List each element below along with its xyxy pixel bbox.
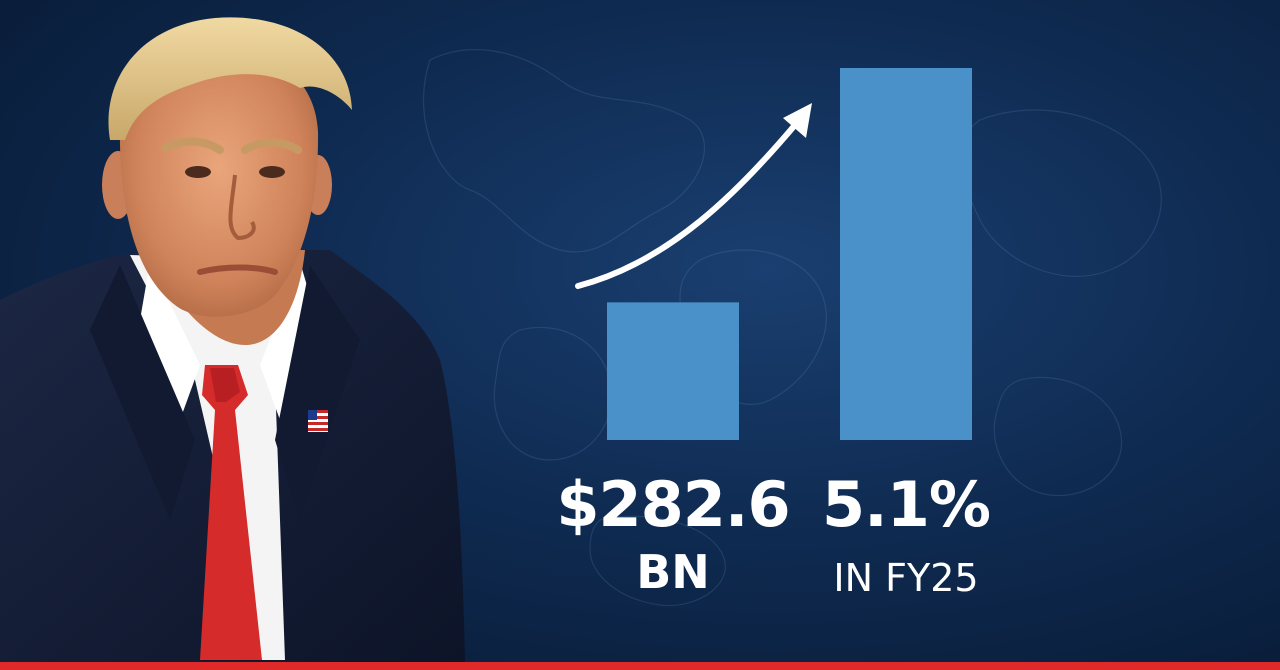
bar-2-sub-label: IN FY25 — [833, 556, 979, 600]
person-portrait — [0, 17, 465, 662]
bottom-accent-bar — [0, 662, 1280, 670]
bar-2 — [840, 68, 972, 440]
bar-1-sub-label: BN — [636, 545, 710, 599]
bar-1-value-label: $282.6 — [556, 468, 790, 541]
bar-1 — [607, 302, 739, 440]
bar-2-value-label: 5.1% — [822, 468, 991, 541]
us-flag-pin-icon — [308, 410, 328, 432]
trend-up-arrow-icon — [575, 103, 812, 289]
